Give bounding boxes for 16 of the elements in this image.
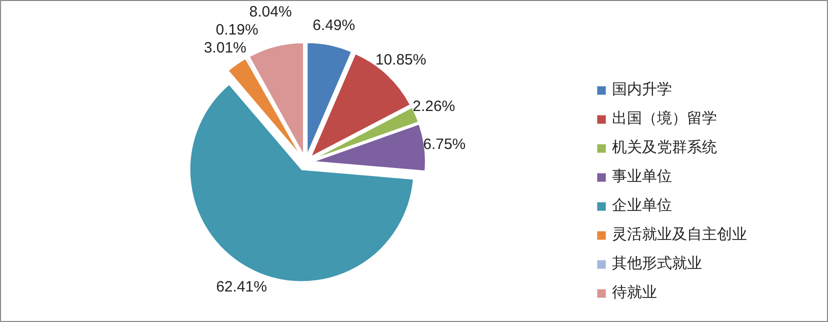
data-label: 10.85%	[375, 51, 426, 68]
data-label: 6.75%	[423, 136, 466, 154]
data-label: 6.49%	[312, 16, 356, 34]
legend-label: 其他形式就业	[612, 254, 702, 273]
legend-label: 国内升学	[612, 80, 672, 99]
legend-label: 待就业	[612, 283, 657, 302]
data-label: 3.01%	[204, 39, 246, 56]
data-label: 0.19%	[216, 21, 258, 38]
legend-label: 事业单位	[612, 167, 672, 186]
legend-label: 出国（境）留学	[612, 109, 717, 128]
data-label: 2.26%	[412, 98, 456, 116]
data-label: 62.41%	[216, 278, 267, 296]
data-label: 8.04%	[249, 3, 292, 20]
legend-label: 灵活就业及自主创业	[612, 225, 747, 244]
legend-label: 企业单位	[612, 196, 672, 215]
legend-label: 机关及党群系统	[612, 138, 717, 157]
